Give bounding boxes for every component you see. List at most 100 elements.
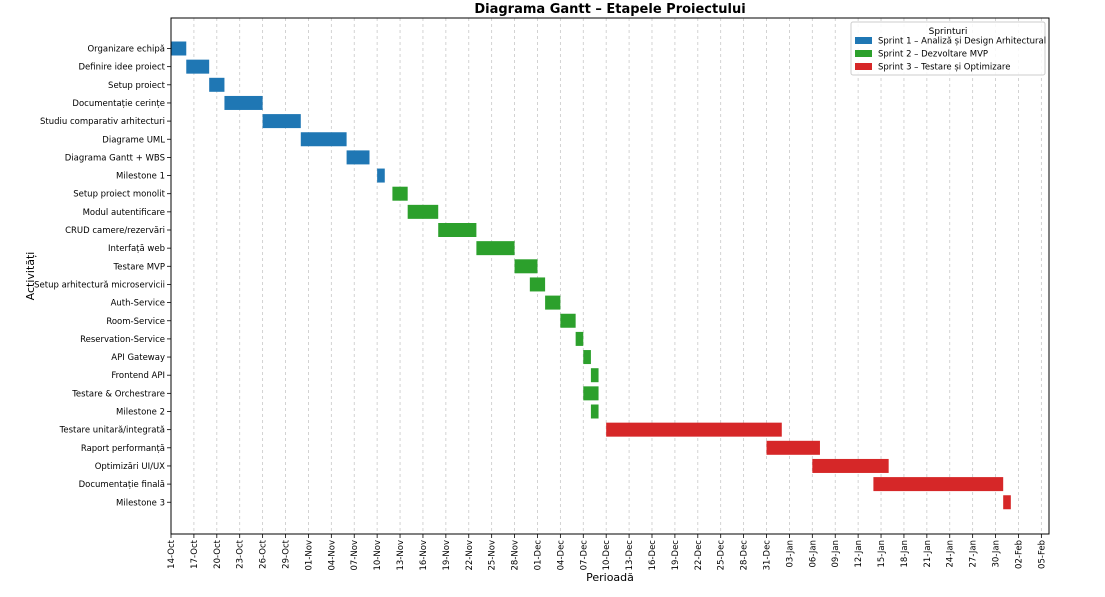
- task-bar: [1003, 495, 1011, 510]
- x-tick-label: 31-Dec: [763, 540, 773, 571]
- x-tick-label: 01-Nov: [304, 540, 314, 570]
- x-tick-label: 07-Dec: [579, 540, 589, 571]
- x-tick-label: 20-Oct: [213, 539, 223, 568]
- x-tick-label: 19-Dec: [671, 540, 681, 571]
- task-bar: [590, 368, 599, 383]
- x-tick-label: 21-Jan: [923, 540, 933, 567]
- y-tick-label: Testare unitară/integrată: [59, 426, 165, 436]
- x-tick-label: 04-Nov: [327, 540, 337, 570]
- y-tick-label: Testare MVP: [113, 262, 165, 272]
- y-tick-label: Setup proiect monolit: [73, 190, 165, 200]
- y-tick-label: Studiu comparativ arhitecturi: [40, 117, 165, 127]
- x-tick-label: 02-Feb: [1014, 540, 1024, 569]
- y-tick-label: Room-Service: [106, 317, 165, 327]
- x-tick-label: 25-Dec: [717, 540, 727, 571]
- bars: [171, 41, 1011, 510]
- x-tick-label: 10-Nov: [373, 540, 383, 570]
- legend-title: Sprinturi: [929, 27, 968, 37]
- x-tick-label: 22-Nov: [465, 540, 475, 570]
- x-tick-label: 09-Jan: [831, 540, 841, 567]
- y-axis-label: Activități: [24, 252, 37, 301]
- y-tick-label: Definire idee proiect: [78, 63, 165, 73]
- legend-entry: Sprint 2 – Dezvoltare MVP: [878, 50, 988, 60]
- x-tick-label: 18-Jan: [900, 540, 910, 567]
- x-tick-label: 01-Dec: [533, 540, 543, 571]
- x-tick-label: 19-Nov: [442, 540, 452, 570]
- y-tick-label: Frontend API: [111, 371, 165, 381]
- task-bar: [583, 350, 591, 365]
- task-bar: [514, 259, 538, 274]
- y-tick-label: Diagrama Gantt + WBS: [65, 153, 165, 163]
- task-bar: [529, 277, 546, 292]
- x-tick-label: 07-Nov: [350, 540, 360, 570]
- x-tick-label: 22-Dec: [694, 540, 704, 571]
- x-tick-label: 15-Jan: [877, 540, 887, 567]
- x-tick-label: 27-Jan: [969, 540, 979, 567]
- y-tick-label: Interfață web: [108, 244, 165, 254]
- task-bar: [407, 204, 439, 219]
- y-tick-label: Milestone 1: [116, 172, 165, 182]
- x-tick-label: 23-Oct: [236, 539, 246, 568]
- y-tick-label: Milestone 3: [116, 498, 165, 508]
- x-tick-label: 13-Dec: [625, 540, 635, 571]
- y-tick-label: Documentație cerințe: [72, 99, 165, 109]
- task-bar: [377, 168, 385, 183]
- chart-title: Diagrama Gantt – Etapele Proiectului: [474, 2, 745, 17]
- y-tick-label: Testare & Orchestrare: [71, 389, 165, 399]
- x-tick-label: 24-Jan: [946, 540, 956, 567]
- x-axis-label: Perioadă: [586, 571, 634, 584]
- y-tick-label: Modul autentificare: [83, 208, 165, 218]
- y-axis-ticks: Organizare echipă Definire idee proiect Se…: [34, 45, 171, 508]
- plot-area-frame: [170, 17, 1050, 535]
- y-tick-label: Setup proiect: [108, 81, 166, 91]
- y-tick-label: Raport performanță: [81, 444, 165, 454]
- legend-swatch: [855, 50, 872, 57]
- y-tick-label: Documentație finală: [79, 480, 165, 490]
- x-tick-label: 12-Jan: [854, 540, 864, 567]
- task-bar: [438, 223, 477, 237]
- x-tick-label: 28-Dec: [740, 540, 750, 571]
- y-tick-label: Organizare echipă: [87, 45, 165, 55]
- task-bar: [171, 41, 187, 56]
- x-tick-label: 03-Jan: [785, 540, 795, 567]
- task-bar: [583, 386, 599, 401]
- task-bar: [545, 295, 561, 310]
- x-tick-label: 04-Dec: [556, 540, 566, 571]
- task-bar: [392, 186, 408, 201]
- task-bar: [590, 404, 599, 419]
- task-bar: [606, 422, 782, 437]
- task-bar: [873, 477, 1004, 492]
- task-bar: [575, 331, 584, 346]
- legend-swatch: [855, 37, 872, 44]
- task-bar: [262, 114, 301, 129]
- y-tick-label: Auth-Service: [111, 299, 165, 309]
- x-tick-label: 26-Oct: [259, 539, 269, 568]
- x-tick-label: 06-Jan: [808, 540, 818, 567]
- task-bar: [476, 241, 515, 256]
- y-tick-label: API Gateway: [111, 353, 165, 363]
- task-bar: [300, 132, 347, 147]
- x-tick-label: 28-Nov: [511, 540, 521, 570]
- task-bar: [224, 95, 263, 110]
- y-tick-label: Milestone 2: [116, 408, 165, 418]
- x-tick-label: 16-Nov: [419, 540, 429, 570]
- legend-swatch: [855, 63, 872, 70]
- x-axis-ticks: 14-Oct 17-Oct 20-Oct 23-Oct 26-Oct 29-Oct 01-N…: [167, 534, 1047, 570]
- y-tick-label: Optimizări UI/UX: [95, 462, 165, 472]
- legend-entry: Sprint 3 – Testare și Optimizare: [878, 63, 1010, 73]
- legend-box: [850, 21, 1046, 76]
- x-tick-label: 14-Oct: [167, 539, 177, 568]
- x-tick-label: 16-Dec: [648, 540, 658, 571]
- x-tick-label: 30-Jan: [992, 540, 1002, 567]
- task-bar: [346, 150, 370, 165]
- y-tick-label: Reservation-Service: [80, 335, 165, 345]
- y-tick-label: Diagrame UML: [102, 135, 165, 145]
- legend: Sprinturi Sprint 1 – Analiză și Design A…: [850, 21, 1046, 76]
- y-tick-label: Setup arhitectură microservicii: [34, 280, 165, 290]
- x-tick-label: 13-Nov: [396, 540, 406, 570]
- task-bar: [560, 313, 576, 328]
- x-tick-label: 29-Oct: [282, 539, 292, 568]
- y-tick-label: CRUD camere/rezervări: [65, 226, 165, 236]
